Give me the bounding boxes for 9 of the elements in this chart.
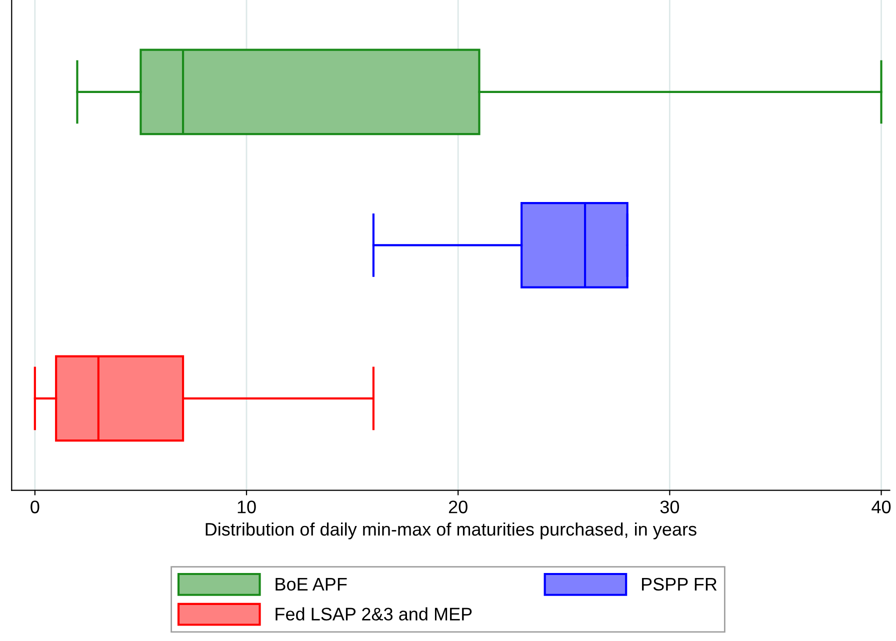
x-tick-label: 40 bbox=[872, 500, 891, 514]
legend-label: PSPP FR bbox=[642, 578, 717, 591]
x-tick-label: 0 bbox=[30, 500, 40, 514]
legend-label: Fed LSAP 2&3 and MEP bbox=[276, 607, 472, 621]
x-tick-label: 30 bbox=[660, 500, 680, 514]
x-tick-label: 20 bbox=[448, 500, 468, 514]
x-axis-title: Distribution of daily min-max of maturities purchased, in years bbox=[206, 522, 696, 540]
x-tick-label: 10 bbox=[238, 500, 256, 514]
legend-label: BoE APF bbox=[276, 578, 347, 591]
